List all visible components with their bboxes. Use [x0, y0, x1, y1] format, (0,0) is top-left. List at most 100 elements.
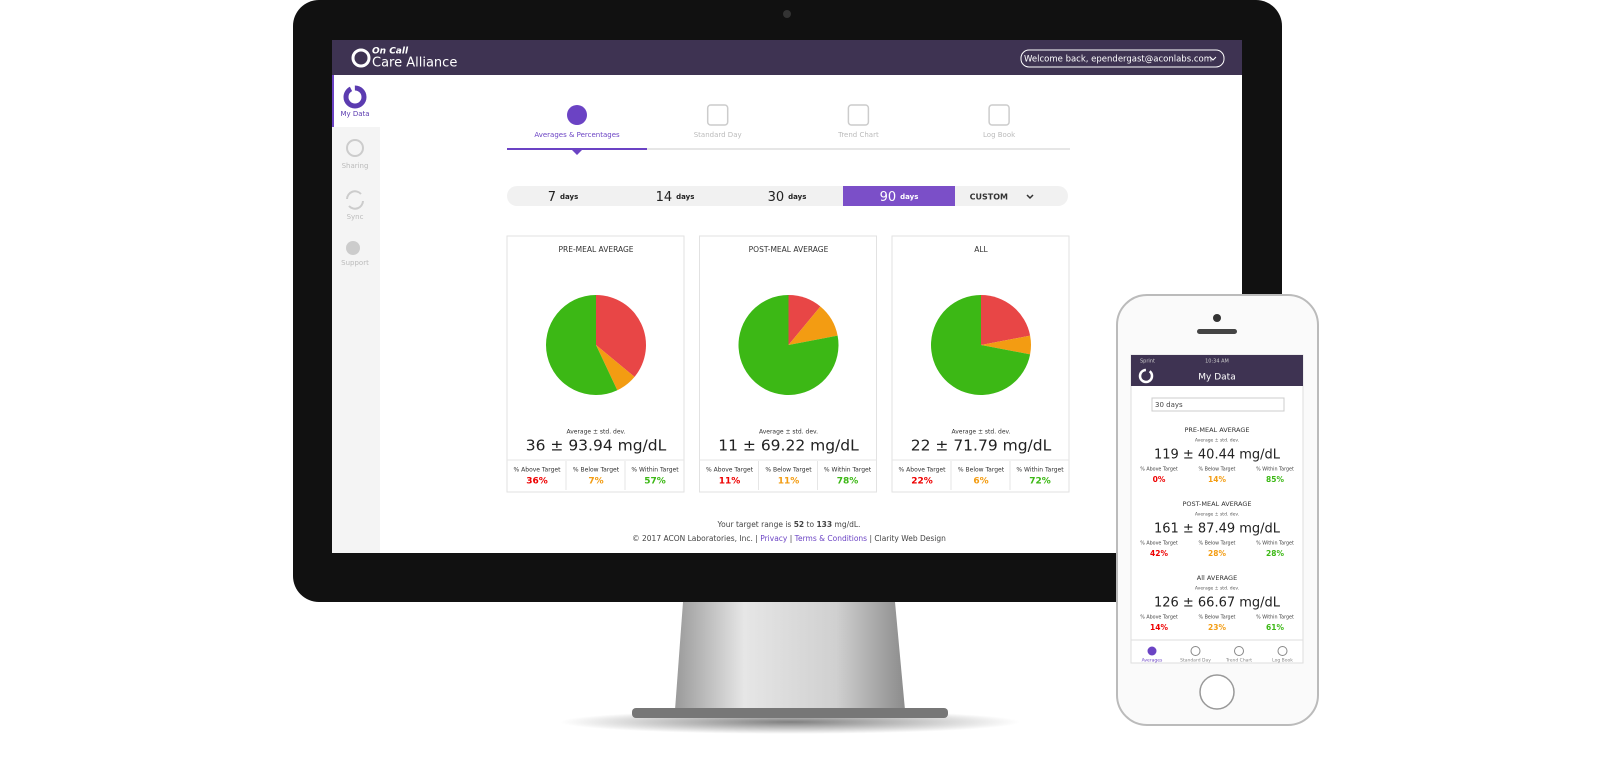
link[interactable]: Terms & Conditions	[794, 534, 867, 543]
text: |	[790, 534, 793, 543]
text: to	[807, 520, 815, 529]
tab-icon[interactable]	[847, 104, 870, 126]
stat-value: 36%	[526, 477, 548, 487]
user-menu-label[interactable]: Welcome back, ependergast@aconlabs.com	[1024, 55, 1212, 65]
nav-label[interactable]: Log Book	[1272, 658, 1293, 664]
card-average: 11 ± 69.22 mg/dL	[718, 437, 859, 455]
phone-camera	[1213, 314, 1221, 322]
sidebar-active	[332, 75, 380, 127]
range-option[interactable]: 90 days	[880, 190, 919, 205]
stat-value: 85%	[1266, 475, 1284, 484]
stat-value: 42%	[1150, 549, 1168, 558]
card-average: 22 ± 71.79 mg/dL	[911, 437, 1052, 455]
card-title: ALL	[974, 245, 988, 254]
clock: 10:34 AM	[1205, 359, 1229, 365]
stat-value: 61%	[1266, 623, 1284, 632]
nav-icon[interactable]	[1190, 646, 1201, 656]
sidebar-label[interactable]: My Data	[340, 110, 369, 118]
my-data-icon[interactable]	[343, 85, 367, 109]
stat-value: 7%	[588, 477, 603, 487]
section-average: 161 ± 87.49 mg/dL	[1154, 522, 1281, 537]
link[interactable]: Privacy	[760, 534, 788, 543]
sync-icon[interactable]	[346, 190, 364, 210]
support-icon[interactable]	[346, 241, 360, 255]
tab-icon[interactable]	[706, 104, 729, 126]
tab-icon[interactable]	[567, 105, 587, 125]
stat-label: % Below Target	[1199, 615, 1236, 621]
chevron	[1209, 56, 1217, 61]
tab-icon[interactable]	[988, 104, 1010, 126]
stat-value: 22%	[911, 477, 933, 487]
stand-base	[632, 708, 948, 718]
stat-label: % Below Target	[958, 467, 1005, 474]
nav-icon[interactable]	[1234, 646, 1244, 656]
nav-label[interactable]: Trend Chart	[1225, 658, 1252, 664]
brand: Care Alliance	[372, 56, 457, 71]
stat-value: 23%	[1208, 623, 1226, 632]
text: Clarity Web Design	[874, 534, 946, 543]
range-active	[843, 186, 955, 206]
stat-label: % Above Target	[899, 467, 947, 474]
phone-select[interactable]	[1151, 397, 1285, 412]
section-caption: Average ± std. dev.	[1195, 586, 1239, 592]
stat-label: % Above Target	[1140, 541, 1178, 547]
text: |	[755, 534, 758, 543]
section-caption: Average ± std. dev.	[1195, 512, 1239, 518]
sidebar-label[interactable]: Support	[341, 259, 369, 267]
range-option[interactable]: 14 days	[656, 190, 695, 205]
tab-label[interactable]: Averages & Percentages	[534, 131, 620, 139]
text: © 2017 ACON Laboratories, Inc.	[632, 534, 753, 543]
card-title: POST-MEAL AVERAGE	[749, 245, 829, 254]
brand-top: On Call	[372, 47, 409, 57]
card-caption: Average ± std. dev.	[759, 429, 818, 436]
stat-value: 11%	[719, 477, 741, 487]
text: 133	[816, 520, 832, 529]
card-caption: Average ± std. dev.	[951, 429, 1010, 436]
pie-slice	[545, 295, 618, 395]
tab-label[interactable]: Standard Day	[694, 131, 742, 139]
home-button[interactable]	[1199, 674, 1235, 710]
nav-label[interactable]: Standard Day	[1180, 658, 1211, 664]
tab-label[interactable]: Trend Chart	[837, 131, 879, 139]
range-custom[interactable]: CUSTOM	[970, 193, 1008, 202]
stat-label: % Within Target	[1256, 541, 1294, 547]
phone-header	[1131, 355, 1303, 386]
nav-icon[interactable]	[1277, 646, 1288, 656]
sharing-icon[interactable]	[346, 139, 364, 157]
range-option[interactable]: 30 days	[768, 190, 807, 205]
text: 52	[794, 520, 804, 529]
nav-label[interactable]: Averages	[1142, 658, 1163, 664]
stat-label: % Above Target	[1140, 467, 1178, 473]
text: |	[869, 534, 872, 543]
pie-slice	[981, 295, 1031, 345]
range-number: 7	[548, 190, 556, 205]
stat-value: 6%	[973, 477, 988, 487]
stat-value: 14%	[1208, 475, 1226, 484]
tab-label[interactable]: Log Book	[983, 131, 1016, 139]
phone-title: My Data	[1198, 373, 1235, 383]
camera	[783, 10, 791, 18]
stat-label: % Below Target	[1199, 541, 1236, 547]
section-title: POST-MEAL AVERAGE	[1182, 500, 1251, 508]
range-option[interactable]: 7 days	[548, 190, 579, 205]
sidebar-label[interactable]: Sharing	[342, 162, 369, 170]
footer-links: © 2017 ACON Laboratories, Inc. | Privacy…	[632, 534, 946, 543]
nav-icon[interactable]	[1147, 646, 1157, 656]
stat-label: % Above Target	[514, 467, 562, 474]
range-unit: days	[560, 193, 578, 201]
phone-select-label[interactable]: 30 days	[1155, 401, 1183, 409]
section-average: 119 ± 40.44 mg/dL	[1154, 448, 1281, 463]
chevron	[1026, 194, 1034, 200]
stat-label: % Below Target	[1199, 467, 1236, 473]
stat-value: 0%	[1153, 475, 1166, 484]
sidebar-label[interactable]: Sync	[347, 213, 364, 221]
target-range: Your target range is 52 to 133 mg/dL.	[717, 520, 861, 529]
stat-label: % Within Target	[631, 467, 679, 474]
carrier: Sprint	[1140, 359, 1155, 365]
stat-value: 28%	[1266, 549, 1284, 558]
user-menu[interactable]	[1020, 49, 1225, 68]
brand-logo	[351, 48, 371, 68]
section-average: 126 ± 66.67 mg/dL	[1154, 596, 1281, 611]
